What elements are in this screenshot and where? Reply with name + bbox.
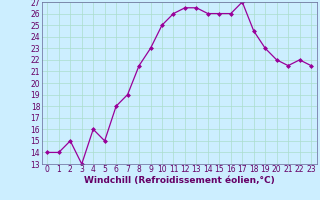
X-axis label: Windchill (Refroidissement éolien,°C): Windchill (Refroidissement éolien,°C) <box>84 176 275 185</box>
